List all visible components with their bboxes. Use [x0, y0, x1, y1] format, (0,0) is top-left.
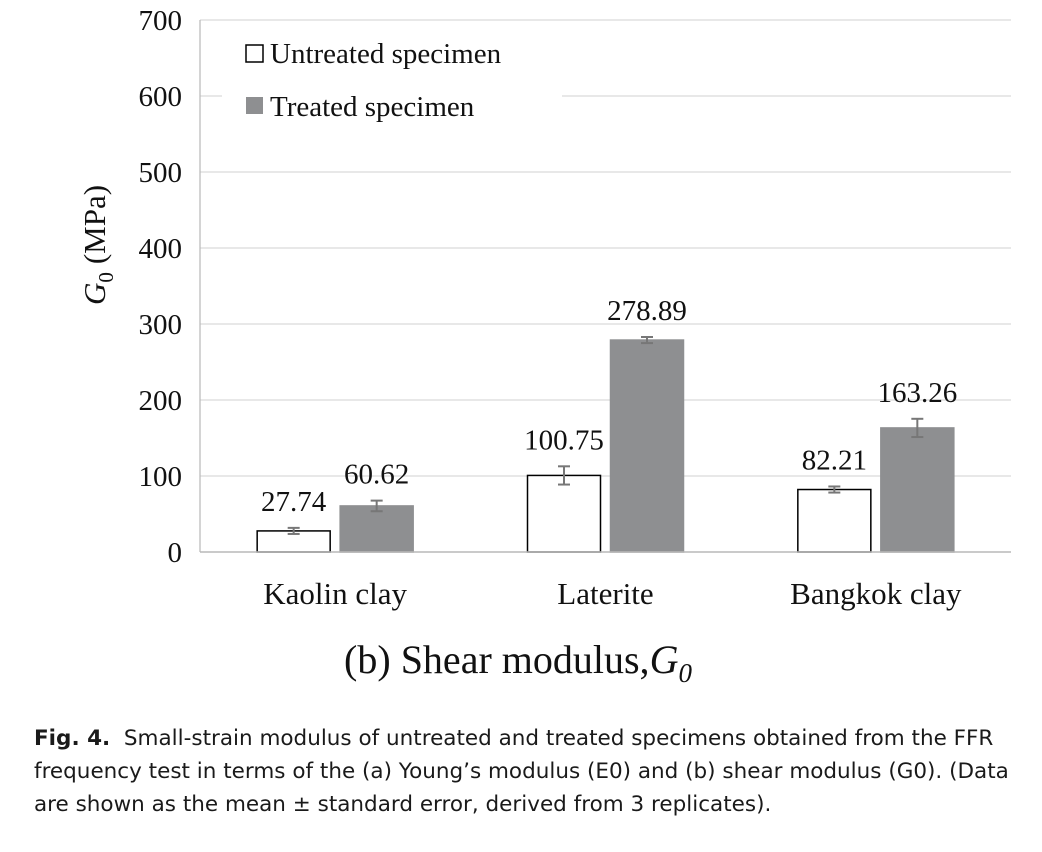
- legend-untreated-label: Untreated specimen: [270, 38, 502, 70]
- data-label: 163.26: [877, 377, 957, 409]
- y-tick-label: 300: [139, 309, 183, 341]
- labels: 0 100 200 300 400 500 600 700 27.74 60.62 Kaolin c…: [139, 5, 962, 611]
- x-tick-label: Laterite: [557, 576, 653, 611]
- y-tick-label: 500: [139, 157, 183, 189]
- y-tick-label: 100: [139, 461, 183, 493]
- data-label: 278.89: [607, 295, 687, 327]
- bars: [256, 336, 955, 553]
- bar-untreated: [797, 488, 872, 553]
- bar-treated: [609, 339, 685, 553]
- caption-text: Small-strain modulus of untreated and tr…: [34, 726, 1009, 817]
- legend-treated-label: Treated specimen: [270, 91, 475, 123]
- y-tick-label: 600: [139, 81, 183, 113]
- y-axis-unit: (MPa): [77, 185, 112, 264]
- chart-title: (b) Shear modulus,G0: [344, 637, 692, 688]
- data-label: 27.74: [261, 486, 327, 518]
- y-tick-label: 700: [139, 5, 183, 37]
- y-tick-label: 0: [168, 537, 183, 569]
- bar-treated: [880, 427, 955, 553]
- legend-treated-swatch: [246, 97, 263, 114]
- x-tick-label: Kaolin clay: [263, 576, 407, 611]
- svg-text:G0(MPa): G0 (MPa): [77, 185, 118, 305]
- data-label: 100.75: [524, 424, 604, 456]
- bar-treated: [339, 505, 414, 553]
- y-axis-subscript: 0: [94, 272, 118, 283]
- caption-label: Fig. 4.: [34, 726, 111, 751]
- y-axis-symbol: G: [77, 283, 112, 305]
- legend-untreated-swatch: [245, 44, 264, 63]
- chart-title-subscript: 0: [678, 658, 692, 688]
- y-axis-title: G0 (MPa): [77, 185, 118, 305]
- axes: [199, 20, 1011, 553]
- data-label: 60.62: [344, 459, 409, 491]
- bar-untreated: [526, 474, 602, 553]
- chart: 0 100 200 300 400 500 600 700 27.74 60.62 Kaolin c…: [77, 5, 1011, 688]
- figure-caption: Fig. 4. Small-strain modulus of untreate…: [34, 722, 1024, 821]
- chart-title-symbol: G: [650, 637, 679, 682]
- legend-background: [222, 34, 562, 126]
- x-tick-label: Bangkok clay: [790, 576, 962, 611]
- data-label: 82.21: [802, 444, 867, 476]
- legend: Untreated specimen Treated specimen: [222, 34, 562, 126]
- y-tick-label: 200: [139, 385, 183, 417]
- y-tick-label: 400: [139, 233, 183, 265]
- chart-title-text: (b) Shear modulus,: [344, 637, 650, 682]
